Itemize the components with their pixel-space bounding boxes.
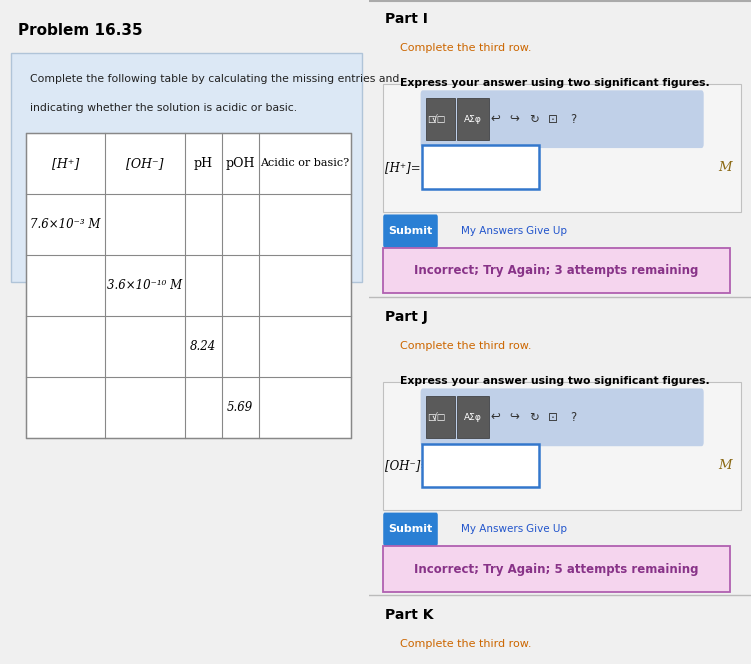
FancyBboxPatch shape [421,388,704,446]
FancyBboxPatch shape [422,444,538,487]
Text: My Answers: My Answers [461,226,523,236]
Text: M: M [718,459,732,472]
Text: Incorrect; Try Again; 5 attempts remaining: Incorrect; Try Again; 5 attempts remaini… [415,562,698,576]
Text: [H⁺]=: [H⁺]= [385,161,421,174]
Text: ↻: ↻ [529,411,538,424]
Text: ↪: ↪ [509,113,520,125]
Text: [OH⁻]=: [OH⁻]= [385,459,430,472]
Text: Part I: Part I [385,12,427,26]
Text: [OH⁻]: [OH⁻] [126,157,164,170]
FancyBboxPatch shape [457,98,488,140]
Text: M: M [718,161,732,174]
FancyBboxPatch shape [383,248,730,293]
Text: Give Up: Give Up [526,524,567,535]
Text: 5.69: 5.69 [227,401,253,414]
Text: 1.7 • 10⁻⁸: 1.7 • 10⁻⁸ [447,459,514,472]
Text: Part J: Part J [385,310,427,324]
Text: Submit: Submit [388,524,433,535]
Text: √□: √□ [432,115,446,124]
Text: Submit: Submit [388,226,433,236]
Text: 8.24: 8.24 [190,340,216,353]
Text: My Answers: My Answers [461,524,523,535]
FancyBboxPatch shape [383,513,438,546]
Text: ⊡: ⊡ [547,411,557,424]
Text: ↻: ↻ [529,113,538,125]
Text: Acidic or basic?: Acidic or basic? [261,158,349,169]
FancyBboxPatch shape [11,53,362,282]
Text: ΑΣφ: ΑΣφ [464,413,482,422]
FancyBboxPatch shape [426,98,455,140]
Text: Complete the third row.: Complete the third row. [400,639,532,649]
FancyBboxPatch shape [383,546,730,592]
Text: 3.6×10⁻¹⁰ M: 3.6×10⁻¹⁰ M [107,279,182,292]
FancyBboxPatch shape [383,84,741,212]
Text: 7.6×10⁻³ M: 7.6×10⁻³ M [30,218,101,231]
Text: Express your answer using two significant figures.: Express your answer using two significan… [400,376,710,386]
Text: Incorrect; Try Again; 3 attempts remaining: Incorrect; Try Again; 3 attempts remaini… [415,264,698,278]
FancyBboxPatch shape [457,396,488,438]
Text: □: □ [427,413,436,422]
Text: √□: √□ [432,413,446,422]
FancyBboxPatch shape [421,90,704,148]
Text: ↩: ↩ [490,411,500,424]
Text: Problem 16.35: Problem 16.35 [19,23,143,39]
FancyBboxPatch shape [26,133,351,438]
Text: indicating whether the solution is acidic or basic.: indicating whether the solution is acidi… [29,103,297,113]
Text: ⊡: ⊡ [547,113,557,125]
Text: Complete the following table by calculating the missing entries and: Complete the following table by calculat… [29,74,399,84]
Text: pH: pH [194,157,213,170]
FancyBboxPatch shape [426,396,455,438]
Text: □: □ [427,115,436,124]
Text: ?: ? [571,411,577,424]
Text: pOH: pOH [225,157,255,170]
Text: 1.7 • 10⁻⁸: 1.7 • 10⁻⁸ [447,161,514,174]
Text: Complete the third row.: Complete the third row. [400,43,532,53]
Text: ↩: ↩ [490,113,500,125]
Text: ΑΣφ: ΑΣφ [464,115,482,124]
Text: Part K: Part K [385,608,433,622]
Text: ↪: ↪ [509,411,520,424]
Text: Express your answer using two significant figures.: Express your answer using two significan… [400,78,710,88]
Text: Give Up: Give Up [526,226,567,236]
Text: Complete the third row.: Complete the third row. [400,341,532,351]
FancyBboxPatch shape [383,382,741,510]
Text: ?: ? [571,113,577,125]
Text: [H⁺]: [H⁺] [52,157,79,170]
FancyBboxPatch shape [383,214,438,248]
FancyBboxPatch shape [422,145,538,189]
